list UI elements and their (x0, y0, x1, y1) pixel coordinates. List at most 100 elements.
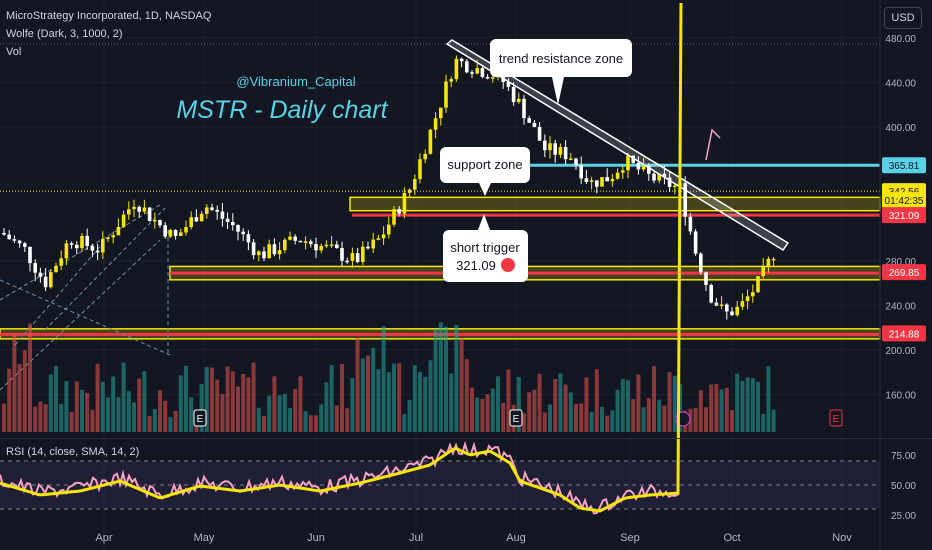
candle-body (683, 183, 687, 217)
volume-bar (470, 387, 474, 432)
volume-bar (652, 366, 656, 432)
candle-body (142, 207, 147, 212)
watermark-text: @Vibranium_Capital (236, 74, 355, 89)
earnings-marker (193, 409, 207, 427)
rsi-tick-label: 25.00 (891, 511, 916, 522)
candle-body (688, 216, 693, 232)
volume-bar (277, 395, 282, 432)
candle-body (714, 302, 719, 306)
candle-body (475, 68, 479, 74)
volume-bar (527, 392, 532, 432)
volume-bar (522, 413, 526, 432)
volume-bar (428, 360, 433, 432)
volume-indicator-label[interactable]: Vol (6, 46, 22, 58)
candle-body (657, 173, 661, 181)
candle-body (95, 250, 100, 253)
volume-bar (137, 378, 142, 432)
volume-bar (189, 397, 194, 432)
time-tick-label: Oct (723, 532, 740, 544)
candle-body (7, 234, 11, 240)
volume-bar (444, 326, 448, 432)
candle-body (366, 246, 370, 249)
candle-body (766, 258, 771, 267)
volume-bar (771, 409, 776, 432)
volume-bar (563, 384, 568, 432)
candle-body (756, 276, 760, 293)
volume-bar (464, 359, 469, 432)
volume-bar (308, 415, 313, 432)
candle-body (506, 82, 511, 87)
volume-bar (142, 371, 147, 432)
volume-bar (163, 400, 168, 432)
candle-body (329, 244, 334, 246)
volume-bar (74, 381, 79, 432)
volume-bar (204, 367, 209, 432)
zone-1 (349, 196, 881, 212)
earnings-marker (509, 409, 523, 427)
candle-body (262, 251, 266, 259)
volume-bar (646, 398, 651, 432)
volume-bar (293, 388, 298, 432)
wolfe-indicator-label[interactable]: Wolfe (Dark, 3, 1000, 2) (6, 28, 123, 40)
candle-body (641, 165, 646, 170)
candle-body (470, 72, 474, 74)
volume-bar (454, 324, 459, 432)
candle-body (610, 178, 615, 182)
volume-bar (158, 390, 162, 432)
volume-bar (761, 413, 766, 432)
volume-bar (132, 402, 136, 432)
candle-body (350, 253, 355, 261)
candle-body (693, 231, 698, 254)
candle-body (189, 217, 193, 228)
rsi-line (0, 3, 682, 515)
volume-bar (267, 395, 272, 432)
volume-bar (506, 369, 511, 432)
short-trigger-value: 321.09 (456, 258, 496, 273)
volume-bar (303, 411, 308, 432)
volume-bar (38, 401, 43, 432)
candle-body (579, 165, 583, 179)
candle-body (595, 180, 599, 187)
candle-body (38, 272, 43, 277)
candle-body (75, 244, 79, 249)
volume-bar (381, 326, 386, 432)
annotations: @Vibranium_Capital MSTR - Daily chart tren… (176, 39, 632, 282)
trend-resistance-pointer (552, 77, 564, 105)
time-tick-label: Sep (620, 532, 640, 544)
volume-bar (152, 408, 157, 432)
volume-bar (719, 389, 724, 432)
candle-body (236, 225, 240, 232)
price-label-bg (882, 264, 926, 281)
pane-separator[interactable] (0, 438, 932, 439)
rsi-tick-label: 75.00 (891, 451, 916, 462)
candle-body (147, 207, 152, 222)
earnings-marker-label: E (833, 414, 840, 425)
volume-bar (225, 366, 230, 432)
price-tick-label: 280.00 (885, 257, 916, 268)
currency-button[interactable]: USD (884, 7, 922, 29)
volume-bar (594, 369, 599, 432)
earnings-marker-label: E (513, 414, 520, 425)
trend-resistance-label: trend resistance zone (499, 51, 623, 66)
candle-body (116, 226, 121, 236)
price-tick-label: 400.00 (885, 123, 916, 134)
price-label: 365.81 (889, 161, 920, 172)
volume-bar (433, 328, 438, 432)
candle-body (376, 238, 381, 240)
candle-body (23, 243, 27, 247)
volume-bar (579, 403, 584, 432)
candle-body (132, 206, 136, 210)
volume-bar (64, 381, 69, 432)
volume-bar (402, 414, 407, 432)
candle-body (49, 272, 53, 288)
volume-bar (589, 411, 594, 432)
wolfe-line (0, 204, 161, 301)
candle-body (532, 122, 537, 128)
candle-body (745, 296, 750, 302)
volume-bar (22, 350, 27, 432)
rsi-indicator-label[interactable]: RSI (14, close, SMA, 14, 2) (6, 446, 140, 458)
candle-body (584, 178, 589, 182)
volume-bar (449, 373, 454, 432)
volume-bar (230, 371, 235, 432)
